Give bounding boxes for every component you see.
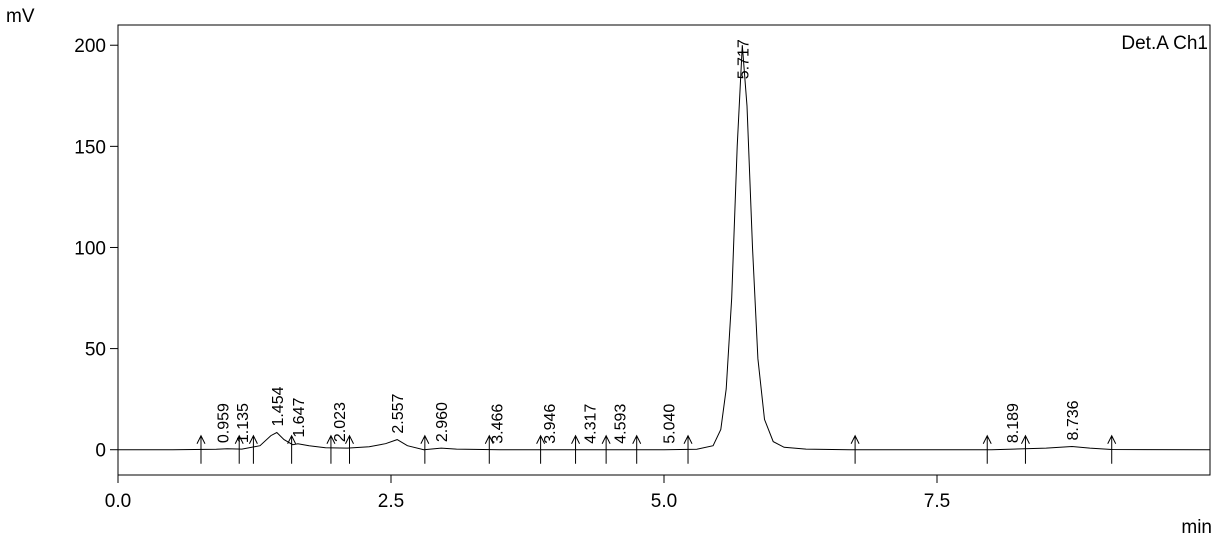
y-tick-label: 150 (74, 137, 106, 158)
integration-mark (234, 434, 244, 464)
integration-mark (982, 434, 992, 464)
y-tick-label: 200 (74, 36, 106, 57)
peak-label: 5.040 (661, 404, 678, 444)
peak-label: 3.466 (489, 404, 506, 444)
integration-mark (1107, 434, 1117, 464)
peak-label: 2.557 (390, 393, 407, 433)
peak-label: 1.454 (270, 386, 287, 426)
x-axis-label: min (1181, 517, 1212, 538)
y-tick-label: 100 (74, 238, 106, 259)
y-tick-label: 50 (85, 340, 106, 361)
integration-mark (420, 434, 430, 464)
integration-mark (196, 434, 206, 464)
integration-mark (601, 434, 611, 464)
integration-mark (850, 434, 860, 464)
integration-mark (571, 434, 580, 464)
x-tick-label: 5.0 (651, 491, 677, 512)
peak-label: 8.736 (1065, 400, 1082, 440)
legend: Det.A Ch1 (1121, 33, 1208, 54)
integration-mark (683, 434, 693, 464)
peak-label: 4.317 (582, 404, 599, 444)
integration-mark (632, 434, 642, 464)
x-tick-label: 2.5 (378, 491, 404, 512)
peak-label: 4.593 (613, 404, 630, 444)
integration-mark (248, 434, 258, 464)
x-tick-label: 7.5 (924, 491, 950, 512)
peak-label: 2.960 (434, 402, 451, 442)
peak-label: 0.959 (216, 403, 233, 443)
y-axis-label: mV (6, 6, 35, 27)
peak-label: 5.717 (735, 39, 752, 79)
integration-mark (345, 434, 354, 464)
integration-mark (536, 434, 546, 464)
integration-mark (326, 434, 336, 464)
y-tick-label: 0 (95, 441, 106, 462)
peak-label: 2.023 (332, 402, 349, 442)
peak-label: 1.647 (291, 398, 308, 438)
peak-label: 1.135 (235, 403, 252, 443)
x-tick-label: 0.0 (105, 491, 131, 512)
integration-mark (484, 434, 494, 464)
integration-mark (287, 434, 297, 464)
peak-label: 3.946 (542, 404, 559, 444)
integration-mark (1021, 434, 1030, 464)
peak-label: 8.189 (1005, 403, 1022, 443)
